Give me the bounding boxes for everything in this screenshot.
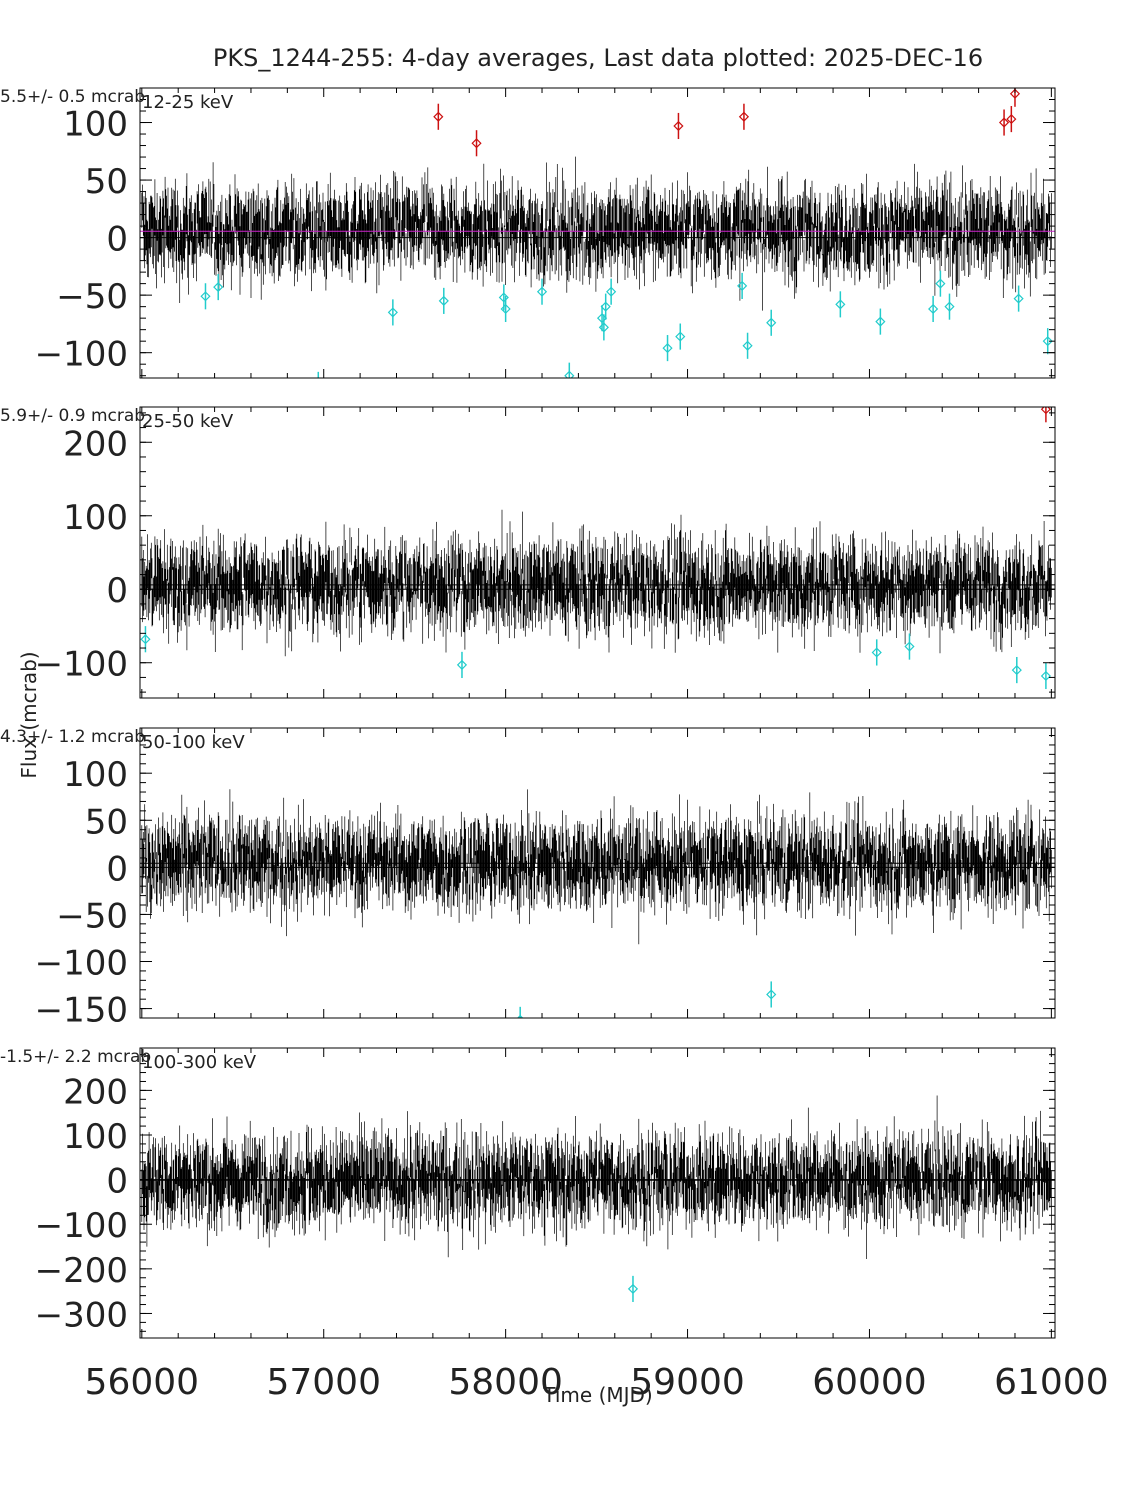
low-outlier-point xyxy=(935,278,946,289)
y-tick-label: 100 xyxy=(63,498,128,538)
flux-errorbars xyxy=(141,509,1052,657)
flux-errorbars xyxy=(141,156,1052,311)
low-outlier-point xyxy=(438,295,449,306)
panel-frame xyxy=(139,406,1056,699)
data-layer xyxy=(140,1095,1055,1302)
y-tick-label: −50 xyxy=(56,896,128,936)
y-tick-label: −150 xyxy=(35,991,128,1031)
y-tick-label: −100 xyxy=(35,645,128,685)
data-layer xyxy=(140,789,1055,1018)
low-outlier-point xyxy=(904,641,915,652)
low-outlier-point xyxy=(928,303,939,315)
low-outlier-point xyxy=(1040,670,1051,682)
x-tick-label: 61000 xyxy=(994,1362,1109,1403)
high-outlier-point xyxy=(738,111,750,122)
y-tick-label: −100 xyxy=(35,1206,128,1246)
low-outlier-point xyxy=(598,322,609,333)
high-outlier-point xyxy=(673,120,684,132)
low-outlier-point xyxy=(456,659,468,671)
y-tick-label: −50 xyxy=(56,277,128,317)
data-layer xyxy=(140,407,1055,690)
high-outlier-point xyxy=(998,117,1010,128)
mean-label: -1.5+/- 2.2 mcrab xyxy=(0,1047,151,1067)
low-outlier-point xyxy=(835,299,846,310)
y-tick-label: −300 xyxy=(35,1295,128,1335)
band-label: 12-25 keV xyxy=(142,92,234,113)
low-outlier-point xyxy=(662,342,673,354)
y-tick-label: 100 xyxy=(63,105,128,145)
low-outlier-point xyxy=(314,381,322,389)
y-axis-label: Flux (mcrab) xyxy=(17,651,41,778)
y-tick-label: 50 xyxy=(85,162,128,202)
y-tick-label: 0 xyxy=(106,1162,128,1202)
y-tick-label: 0 xyxy=(106,571,128,611)
data-layer xyxy=(140,88,1055,389)
x-tick-label: 57000 xyxy=(266,1362,381,1403)
panel-frame xyxy=(139,727,1056,1019)
low-outlier-point xyxy=(627,1283,639,1295)
low-outlier-point xyxy=(742,340,753,351)
high-outlier-point xyxy=(1006,113,1017,125)
low-outlier-point xyxy=(1011,664,1022,676)
band-label: 50-100 keV xyxy=(142,732,245,753)
low-outlier-point xyxy=(675,331,686,342)
low-outlier-point xyxy=(606,286,617,297)
x-tick-label: 60000 xyxy=(812,1362,927,1403)
y-tick-label: −100 xyxy=(35,944,128,984)
mean-label: 4.3+/- 1.2 mcrab xyxy=(0,727,145,747)
low-outlier-point xyxy=(766,317,777,328)
y-tick-label: −200 xyxy=(35,1251,128,1291)
mean-label: 5.9+/- 0.9 mcrab xyxy=(0,406,145,426)
y-tick-label: 200 xyxy=(63,424,128,464)
y-tick-label: 100 xyxy=(63,755,128,795)
low-outlier-point xyxy=(200,291,211,302)
high-outlier-point xyxy=(433,111,444,122)
x-axis-label: Time (MJD) xyxy=(542,1383,652,1407)
low-outlier-point xyxy=(737,280,748,292)
low-outlier-point xyxy=(600,301,611,312)
y-tick-label: 0 xyxy=(106,849,128,889)
x-tick-label: 58000 xyxy=(448,1362,563,1403)
figure-title: PKS_1244-255: 4-day averages, Last data … xyxy=(213,44,983,72)
y-tick-label: 200 xyxy=(63,1072,128,1112)
panel-4: 200 100 0−100 −200−300 100-300 keV-1.5+/- 2.… xyxy=(0,1047,1056,1339)
low-outlier-point xyxy=(871,647,882,658)
low-outlier-point xyxy=(766,989,777,1000)
y-tick-label: 0 xyxy=(106,220,128,260)
y-tick-label: 50 xyxy=(85,802,128,842)
band-label: 25-50 keV xyxy=(142,411,234,432)
low-outlier-point xyxy=(213,281,224,293)
low-outlier-point xyxy=(140,634,151,645)
high-outlier-point xyxy=(1009,88,1021,99)
flux-errorbars xyxy=(141,789,1052,945)
low-outlier-point xyxy=(1013,293,1024,304)
y-tick-label: 100 xyxy=(63,1117,128,1157)
y-tick-label: −100 xyxy=(35,335,128,375)
band-label: 100-300 keV xyxy=(142,1052,257,1073)
x-tick-label: 59000 xyxy=(630,1362,745,1403)
low-outlier-point xyxy=(875,316,886,327)
panel-frame xyxy=(139,87,1056,379)
panel-frame xyxy=(139,1047,1056,1339)
low-outlier-point xyxy=(387,307,398,318)
x-tick-label: 56000 xyxy=(85,1362,200,1403)
high-outlier-point xyxy=(471,138,482,149)
low-outlier-point xyxy=(500,303,511,315)
low-outlier-point xyxy=(1042,336,1053,347)
low-outlier-point xyxy=(536,286,548,297)
low-outlier-point xyxy=(944,301,955,312)
flux-errorbars xyxy=(141,1095,1052,1259)
mean-label: 5.5+/- 0.5 mcrab xyxy=(0,87,145,107)
